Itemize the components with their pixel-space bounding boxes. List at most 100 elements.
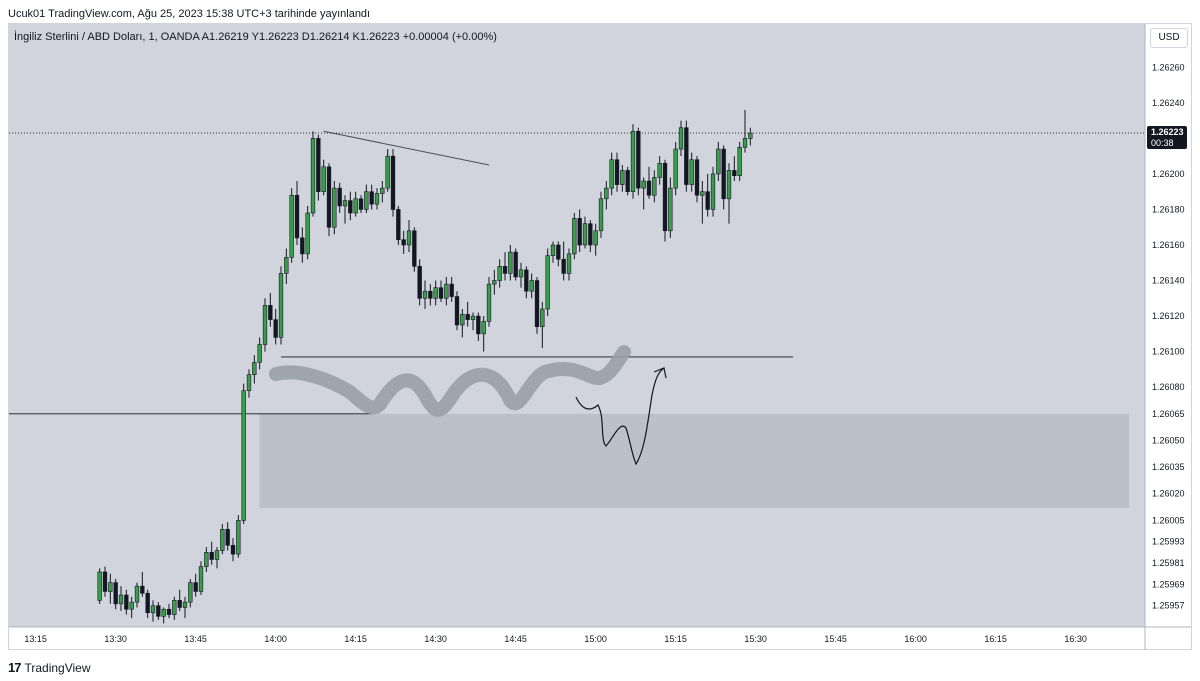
time-tick-label: 14:00 bbox=[264, 634, 287, 644]
candle bbox=[593, 230, 598, 246]
footer-brand[interactable]: TradingView bbox=[24, 660, 91, 675]
candle bbox=[540, 308, 545, 328]
price-tick-label: 1.26100 bbox=[1152, 347, 1185, 357]
candle bbox=[657, 162, 662, 178]
time-tick-label: 16:30 bbox=[1064, 634, 1087, 644]
candle bbox=[113, 582, 118, 605]
candle bbox=[278, 273, 284, 338]
candle bbox=[172, 600, 177, 615]
candle bbox=[518, 269, 524, 278]
candle bbox=[182, 601, 188, 608]
candle bbox=[161, 608, 166, 617]
candle bbox=[625, 170, 630, 192]
price-tick-label: 1.25957 bbox=[1152, 601, 1185, 611]
candle bbox=[140, 585, 145, 594]
candle bbox=[689, 159, 694, 185]
candle bbox=[700, 191, 705, 196]
candle bbox=[433, 287, 438, 299]
candle bbox=[524, 269, 529, 292]
time-tick-label: 13:15 bbox=[24, 634, 47, 644]
candle bbox=[508, 251, 513, 274]
time-tick-label: 14:15 bbox=[344, 634, 367, 644]
candle bbox=[566, 253, 572, 274]
candle bbox=[662, 162, 668, 232]
demand-zone[interactable] bbox=[259, 413, 1130, 508]
candle bbox=[380, 187, 385, 194]
time-tick-label: 15:45 bbox=[824, 634, 847, 644]
candle bbox=[678, 127, 684, 150]
candle bbox=[582, 223, 588, 246]
time-tick-label: 15:30 bbox=[744, 634, 767, 644]
candle bbox=[460, 313, 465, 326]
candle bbox=[337, 187, 342, 207]
candle bbox=[198, 566, 204, 592]
candle bbox=[236, 520, 241, 555]
candle bbox=[748, 132, 753, 139]
candle bbox=[294, 194, 300, 239]
candle bbox=[497, 266, 502, 281]
last-price-countdown: 00:38 bbox=[1151, 138, 1174, 148]
candle bbox=[513, 251, 518, 278]
price-tick-label: 1.26180 bbox=[1152, 204, 1185, 214]
symbol-legend[interactable]: İngiliz Sterlini / ABD Doları, 1, OANDA … bbox=[14, 31, 497, 43]
candle bbox=[609, 159, 614, 189]
candle bbox=[150, 605, 156, 614]
time-tick-label: 16:00 bbox=[904, 634, 927, 644]
candle bbox=[438, 287, 444, 299]
candle bbox=[492, 280, 497, 285]
currency-button[interactable]: USD bbox=[1150, 28, 1188, 48]
trend-line[interactable] bbox=[323, 130, 490, 166]
candle bbox=[390, 155, 396, 210]
candle bbox=[225, 528, 230, 546]
candle bbox=[470, 315, 476, 320]
price-tick-label: 1.26140 bbox=[1152, 276, 1185, 286]
candle bbox=[614, 159, 620, 185]
price-tick-label: 1.26080 bbox=[1152, 382, 1185, 392]
price-tick-label: 1.26035 bbox=[1152, 462, 1185, 472]
candle bbox=[529, 280, 534, 292]
publish-info: Ucuk01 TradingView.com, Ağu 25, 2023 15:… bbox=[8, 8, 371, 20]
candle bbox=[716, 148, 721, 175]
price-tick-label: 1.26160 bbox=[1152, 240, 1185, 250]
candle bbox=[668, 187, 673, 232]
hand-drawn-path[interactable] bbox=[575, 367, 665, 466]
price-tick-label: 1.26240 bbox=[1152, 98, 1185, 108]
candle bbox=[652, 177, 657, 196]
candle bbox=[230, 544, 236, 555]
candle bbox=[534, 280, 540, 328]
time-tick-label: 14:45 bbox=[504, 634, 527, 644]
candle bbox=[454, 296, 460, 326]
time-tick-label: 13:45 bbox=[184, 634, 207, 644]
price-tick-label: 1.26050 bbox=[1152, 435, 1185, 445]
candle bbox=[108, 582, 113, 592]
candle bbox=[118, 594, 124, 605]
candle bbox=[561, 258, 566, 274]
candle bbox=[556, 244, 561, 260]
candle bbox=[620, 170, 625, 185]
candle bbox=[444, 283, 449, 299]
time-tick-label: 13:30 bbox=[104, 634, 127, 644]
candle bbox=[673, 148, 678, 189]
drawn-wave-annotation[interactable] bbox=[269, 345, 631, 417]
candle bbox=[476, 315, 481, 335]
time-tick-label: 16:15 bbox=[984, 634, 1007, 644]
tradingview-logo[interactable]: 17 bbox=[8, 660, 22, 675]
candle bbox=[326, 166, 332, 228]
candle bbox=[572, 218, 577, 255]
price-tick-label: 1.25969 bbox=[1152, 579, 1185, 589]
time-tick-label: 14:30 bbox=[424, 634, 447, 644]
candle bbox=[102, 571, 108, 592]
candle bbox=[374, 193, 380, 205]
last-price-badge bbox=[1147, 126, 1187, 150]
candle bbox=[188, 582, 193, 603]
time-tick-label: 15:15 bbox=[664, 634, 687, 644]
last-price-value: 1.26223 bbox=[1151, 127, 1184, 137]
candle bbox=[710, 173, 716, 210]
candle bbox=[588, 223, 593, 246]
plot-area[interactable] bbox=[9, 24, 1145, 627]
candle bbox=[284, 257, 289, 274]
candle bbox=[604, 187, 609, 200]
candle bbox=[177, 600, 182, 608]
arrow-head-icon bbox=[653, 367, 667, 379]
